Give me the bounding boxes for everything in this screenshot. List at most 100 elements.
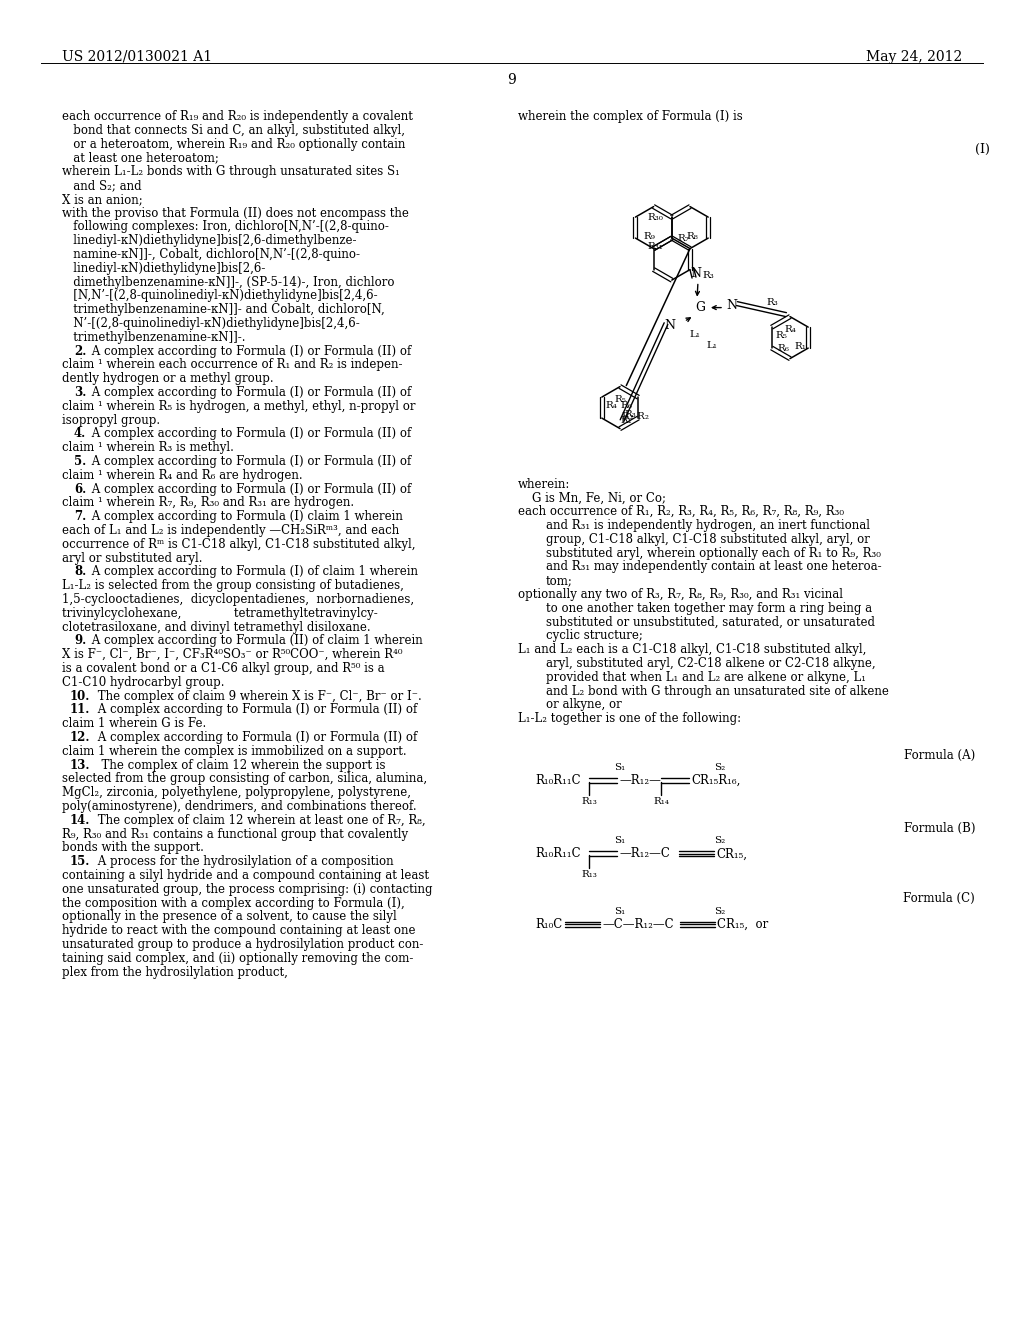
Text: R₁₃: R₁₃ (581, 797, 597, 805)
Text: and L₂ bond with G through an unsaturated site of alkene: and L₂ bond with G through an unsaturate… (546, 685, 889, 697)
Text: claim 1 wherein G is Fe.: claim 1 wherein G is Fe. (62, 717, 206, 730)
Text: R₃: R₃ (624, 411, 636, 420)
Text: dently hydrogen or a methyl group.: dently hydrogen or a methyl group. (62, 372, 273, 385)
Text: claim ¹ wherein R₅ is hydrogen, a methyl, ethyl, n-propyl or: claim ¹ wherein R₅ is hydrogen, a methyl… (62, 400, 416, 413)
Text: R₆: R₆ (621, 401, 632, 411)
Text: aryl or substituted aryl.: aryl or substituted aryl. (62, 552, 203, 565)
Text: namine-κN]]-, Cobalt, dichloro[N,N’-[(2,8-quino-: namine-κN]]-, Cobalt, dichloro[N,N’-[(2,… (62, 248, 360, 261)
Text: A complex according to Formula (I) or Formula (II) of: A complex according to Formula (I) or Fo… (88, 455, 412, 469)
Text: isopropyl group.: isopropyl group. (62, 413, 160, 426)
Text: R₅: R₅ (614, 395, 626, 404)
Text: MgCl₂, zirconia, polyethylene, polypropylene, polystyrene,: MgCl₂, zirconia, polyethylene, polypropy… (62, 787, 411, 799)
Text: hydride to react with the compound containing at least one: hydride to react with the compound conta… (62, 924, 416, 937)
Text: R₈: R₈ (686, 231, 698, 240)
Text: S₂: S₂ (715, 837, 726, 845)
Text: each occurrence of R₁₉ and R₂₀ is independently a covalent: each occurrence of R₁₉ and R₂₀ is indepe… (62, 110, 413, 123)
Text: at least one heteroatom;: at least one heteroatom; (62, 152, 219, 165)
Text: 15.: 15. (70, 855, 90, 869)
Text: provided that when L₁ and L₂ are alkene or alkyne, L₁: provided that when L₁ and L₂ are alkene … (546, 671, 866, 684)
Text: bond that connects Si and C, an alkyl, substituted alkyl,: bond that connects Si and C, an alkyl, s… (62, 124, 406, 137)
Text: 6.: 6. (74, 483, 86, 495)
Text: G: G (695, 301, 705, 314)
Text: R₁: R₁ (794, 342, 806, 351)
Text: L₁ and L₂ each is a C1-C18 alkyl, C1-C18 substituted alkyl,: L₁ and L₂ each is a C1-C18 alkyl, C1-C18… (518, 643, 866, 656)
Text: CR₁₅R₁₆,: CR₁₅R₁₆, (691, 774, 740, 787)
Text: and R₃₁ is independently hydrogen, an inert functional: and R₃₁ is independently hydrogen, an in… (546, 519, 870, 532)
Text: the composition with a complex according to Formula (I),: the composition with a complex according… (62, 896, 404, 909)
Text: claim ¹ wherein R₇, R₉, R₃₀ and R₃₁ are hydrogen.: claim ¹ wherein R₇, R₉, R₃₀ and R₃₁ are … (62, 496, 354, 510)
Text: L₁-L₂ together is one of the following:: L₁-L₂ together is one of the following: (518, 713, 741, 725)
Text: C1-C10 hydrocarbyl group.: C1-C10 hydrocarbyl group. (62, 676, 224, 689)
Text: to one another taken together may form a ring being a: to one another taken together may form a… (546, 602, 872, 615)
Text: linediyl-κN)diethylidyne]bis[2,6-: linediyl-κN)diethylidyne]bis[2,6- (62, 261, 265, 275)
Text: 8.: 8. (74, 565, 86, 578)
Text: Formula (C): Formula (C) (903, 892, 975, 906)
Text: S₂: S₂ (715, 763, 726, 772)
Text: Formula (A): Formula (A) (904, 748, 975, 762)
Text: A complex according to Formula (I) or Formula (II) of: A complex according to Formula (I) or Fo… (94, 731, 417, 744)
Text: following complexes: Iron, dichloro[N,N’-[(2,8-quino-: following complexes: Iron, dichloro[N,N’… (62, 220, 389, 234)
Text: S₂: S₂ (715, 907, 726, 916)
Text: The complex of claim 9 wherein X is F⁻, Cl⁻, Br⁻ or I⁻.: The complex of claim 9 wherein X is F⁻, … (94, 689, 422, 702)
Text: or alkyne, or: or alkyne, or (546, 698, 622, 711)
Text: claim 1 wherein the complex is immobilized on a support.: claim 1 wherein the complex is immobiliz… (62, 744, 407, 758)
Text: trimethylbenzenamine-κN]]- and Cobalt, dichloro[N,: trimethylbenzenamine-κN]]- and Cobalt, d… (62, 304, 385, 317)
Text: A complex according to Formula (II) of claim 1 wherein: A complex according to Formula (II) of c… (88, 635, 423, 647)
Text: R₉, R₃₀ and R₃₁ contains a functional group that covalently: R₉, R₃₀ and R₃₁ contains a functional gr… (62, 828, 409, 841)
Text: R₁₃: R₁₃ (581, 870, 597, 879)
Text: 5.: 5. (74, 455, 86, 469)
Text: —C—R₁₂—C: —C—R₁₂—C (602, 917, 674, 931)
Text: N: N (690, 267, 701, 280)
Text: CR₁₅,  or: CR₁₅, or (717, 917, 768, 931)
Text: R₁₄: R₁₄ (653, 797, 669, 805)
Text: R₃₁: R₃₁ (648, 242, 664, 251)
Text: S₁: S₁ (614, 907, 626, 916)
Text: 12.: 12. (70, 731, 90, 744)
Text: CR₁₅,: CR₁₅, (716, 847, 746, 861)
Text: R₄: R₄ (606, 401, 617, 411)
Text: occurrence of Rᵐ is C1-C18 alkyl, C1-C18 substituted alkyl,: occurrence of Rᵐ is C1-C18 alkyl, C1-C18… (62, 537, 416, 550)
Text: X is an anion;: X is an anion; (62, 193, 142, 206)
Text: R₄: R₄ (784, 325, 796, 334)
Text: claim ¹ wherein R₃ is methyl.: claim ¹ wherein R₃ is methyl. (62, 441, 233, 454)
Text: R₂ R₂: R₂ R₂ (622, 412, 649, 421)
Text: N: N (665, 319, 676, 333)
Text: 10.: 10. (70, 689, 90, 702)
Text: L₁: L₁ (689, 330, 700, 339)
Text: or a heteroatom, wherein R₁₉ and R₂₀ optionally contain: or a heteroatom, wherein R₁₉ and R₂₀ opt… (62, 137, 406, 150)
Text: A complex according to Formula (I) of claim 1 wherein: A complex according to Formula (I) of cl… (88, 565, 418, 578)
Text: 9: 9 (508, 73, 516, 87)
Text: L₁: L₁ (707, 341, 718, 350)
Text: R₁₀C: R₁₀C (535, 917, 562, 931)
Text: 11.: 11. (70, 704, 90, 717)
Text: substituted or unsubstituted, saturated, or unsaturated: substituted or unsubstituted, saturated,… (546, 615, 874, 628)
Text: poly(aminostyrene), dendrimers, and combinations thereof.: poly(aminostyrene), dendrimers, and comb… (62, 800, 417, 813)
Text: 2.: 2. (74, 345, 86, 358)
Text: R₇: R₇ (678, 234, 690, 243)
Text: 3.: 3. (74, 385, 86, 399)
Text: (I): (I) (975, 143, 990, 156)
Text: 1,5-cyclooctadienes,  dicyclopentadienes,  norbornadienes,: 1,5-cyclooctadienes, dicyclopentadienes,… (62, 593, 414, 606)
Text: A complex according to Formula (I) or Formula (II) of: A complex according to Formula (I) or Fo… (88, 385, 412, 399)
Text: N’-[(2,8-quinolinediyl-κN)diethylidyne]bis[2,4,6-: N’-[(2,8-quinolinediyl-κN)diethylidyne]b… (62, 317, 359, 330)
Text: taining said complex, and (ii) optionally removing the com-: taining said complex, and (ii) optionall… (62, 952, 414, 965)
Text: and R₃₁ may independently contain at least one heteroa-: and R₃₁ may independently contain at lea… (546, 561, 882, 573)
Text: Formula (B): Formula (B) (903, 822, 975, 834)
Text: containing a silyl hydride and a compound containing at least: containing a silyl hydride and a compoun… (62, 869, 429, 882)
Text: A complex according to Formula (I) or Formula (II) of: A complex according to Formula (I) or Fo… (94, 704, 417, 717)
Text: —R₁₂—: —R₁₂— (618, 774, 660, 787)
Text: selected from the group consisting of carbon, silica, alumina,: selected from the group consisting of ca… (62, 772, 427, 785)
Text: each occurrence of R₁, R₂, R₃, R₄, R₅, R₆, R₇, R₈, R₉, R₃₀: each occurrence of R₁, R₂, R₃, R₄, R₅, R… (518, 506, 844, 519)
Text: R₁₀R₁₁C: R₁₀R₁₁C (535, 847, 581, 861)
Text: aryl, substituted aryl, C2-C18 alkene or C2-C18 alkyne,: aryl, substituted aryl, C2-C18 alkene or… (546, 657, 876, 671)
Text: May 24, 2012: May 24, 2012 (865, 50, 962, 63)
Text: and S₂; and: and S₂; and (62, 180, 141, 191)
Text: The complex of claim 12 wherein at least one of R₇, R₈,: The complex of claim 12 wherein at least… (94, 814, 426, 826)
Text: tom;: tom; (546, 574, 572, 587)
Text: clotetrasiloxane, and divinyl tetramethyl disiloxane.: clotetrasiloxane, and divinyl tetramethy… (62, 620, 371, 634)
Text: claim ¹ wherein R₄ and R₆ are hydrogen.: claim ¹ wherein R₄ and R₆ are hydrogen. (62, 469, 303, 482)
Text: optionally in the presence of a solvent, to cause the silyl: optionally in the presence of a solvent,… (62, 911, 396, 924)
Text: A complex according to Formula (I) or Formula (II) of: A complex according to Formula (I) or Fo… (88, 428, 412, 441)
Text: one unsaturated group, the process comprising: (i) contacting: one unsaturated group, the process compr… (62, 883, 432, 896)
Text: trivinylcyclohexane,              tetramethyltetravinylcy-: trivinylcyclohexane, tetramethyltetravin… (62, 607, 378, 620)
